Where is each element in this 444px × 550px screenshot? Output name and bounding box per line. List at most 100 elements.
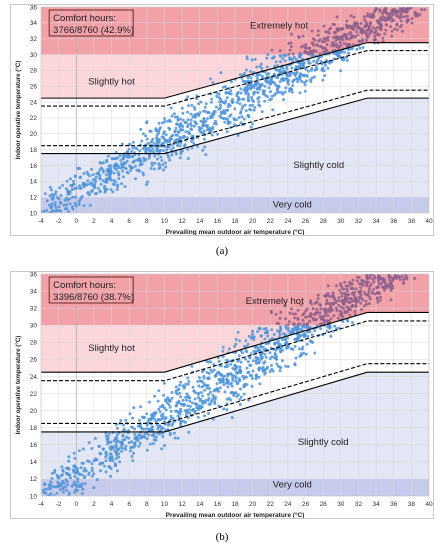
scatter-point [187, 104, 190, 108]
scatter-point [170, 134, 174, 138]
scatter-point [186, 376, 190, 380]
y-tick-label: 22 [30, 391, 38, 398]
scatter-point [64, 187, 68, 191]
scatter-point [305, 79, 309, 83]
scatter-point [280, 338, 284, 342]
x-tick-label: 38 [408, 218, 416, 225]
scatter-point [281, 348, 285, 352]
scatter-point [243, 344, 246, 348]
scatter-point [164, 165, 168, 169]
scatter-point [164, 398, 168, 402]
scatter-point [111, 459, 115, 463]
scatter-point [73, 195, 77, 199]
scatter-point [371, 291, 375, 295]
scatter-point [329, 305, 333, 309]
scatter-point [243, 86, 247, 90]
scatter-point [315, 308, 319, 311]
scatter-point [231, 378, 235, 382]
scatter-point [390, 34, 394, 38]
scatter-point [222, 407, 226, 411]
scatter-point [350, 35, 354, 39]
scatter-point [178, 144, 182, 148]
x-tick-label: 24 [284, 218, 292, 225]
scatter-point [202, 376, 206, 380]
scatter-point [392, 11, 396, 15]
scatter-point [254, 359, 258, 363]
scatter-point [246, 76, 250, 79]
scatter-point [93, 182, 96, 186]
scatter-point [118, 154, 122, 158]
scatter-point [162, 168, 165, 172]
scatter-point [239, 87, 243, 91]
scatter-point [211, 417, 215, 421]
scatter-point [311, 307, 315, 311]
scatter-point [310, 333, 314, 337]
scatter-point [87, 441, 91, 445]
x-tick-label: 26 [302, 218, 310, 225]
scatter-point [339, 50, 343, 54]
scatter-point [289, 45, 293, 49]
scatter-point [71, 207, 75, 211]
scatter-point [203, 109, 207, 113]
scatter-point [358, 286, 362, 289]
scatter-point [130, 445, 134, 449]
scatter-point [242, 392, 246, 396]
scatter-point [341, 299, 345, 303]
scatter-point [192, 142, 196, 145]
scatter-point [229, 89, 233, 93]
scatter-point [175, 403, 179, 407]
scatter-point [249, 87, 253, 91]
scatter-point [405, 275, 409, 279]
scatter-point [229, 92, 233, 96]
scatter-point [208, 390, 212, 394]
y-tick-label: 22 [30, 115, 38, 122]
scatter-point [376, 21, 380, 25]
scatter-point [174, 409, 178, 413]
scatter-point [287, 82, 290, 86]
scatter-point [262, 327, 266, 331]
scatter-point [238, 403, 242, 406]
scatter-point [296, 308, 300, 312]
scatter-point [130, 425, 134, 429]
y-tick-label: 32 [30, 305, 38, 312]
x-tick-label: 12 [178, 218, 186, 225]
scatter-point [66, 192, 70, 196]
upper-comfort-dashed-line [41, 50, 429, 107]
scatter-point [143, 432, 147, 436]
comfort-hours-label: Comfort hours: [53, 13, 116, 24]
scatter-point [48, 203, 51, 207]
scatter-point [321, 316, 325, 320]
scatter-point [187, 430, 191, 434]
scatter-point [153, 154, 157, 158]
x-tick-label: 28 [320, 501, 328, 508]
scatter-point [337, 303, 341, 307]
scatter-point [389, 276, 393, 280]
scatter-point [70, 188, 74, 191]
scatter-point [121, 433, 125, 437]
scatter-point [191, 407, 195, 411]
scatter-point [120, 142, 124, 146]
scatter-point [236, 98, 240, 102]
x-tick-label: 10 [161, 501, 169, 508]
scatter-point [304, 315, 308, 319]
scatter-point [50, 205, 53, 209]
scatter-point [217, 92, 221, 96]
x-tick-label: 0 [74, 218, 78, 225]
scatter-point [123, 185, 127, 189]
scatter-point [237, 354, 241, 358]
y-tick-label: 12 [30, 476, 38, 483]
scatter-point [59, 209, 63, 213]
scatter-point [204, 153, 208, 157]
scatter-point [139, 434, 142, 438]
scatter-point [184, 382, 188, 386]
scatter-point [234, 342, 238, 346]
scatter-point [122, 423, 125, 427]
scatter-point [225, 130, 229, 134]
scatter-point [303, 83, 307, 87]
scatter-point [95, 191, 98, 195]
scatter-point [296, 329, 300, 333]
scatter-point [186, 118, 190, 122]
scatter-point [76, 470, 80, 474]
scatter-point [134, 146, 138, 150]
scatter-point [139, 127, 143, 131]
